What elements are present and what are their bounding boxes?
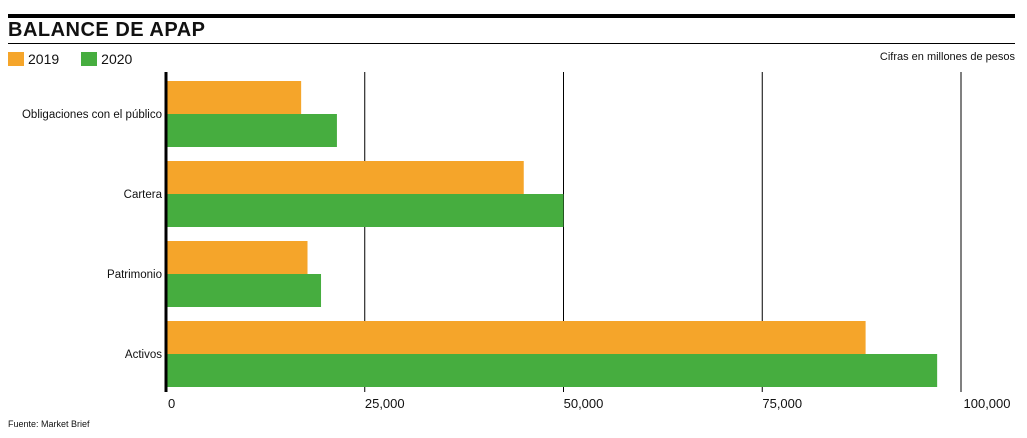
tick-label-75000: 75,000 [762, 396, 802, 411]
legend-swatch-2020 [81, 52, 98, 66]
category-label-0: Obligaciones con el público [22, 109, 162, 121]
bar-2020-2 [166, 274, 322, 307]
title-rule [8, 43, 1015, 44]
tick-label-50000: 50,000 [564, 396, 604, 411]
category-label-3: Activos [125, 349, 162, 361]
tick-label-25000: 25,000 [365, 396, 405, 411]
category-label-2: Patrimonio [107, 269, 162, 281]
top-rule [8, 14, 1015, 18]
bar-2020-3 [166, 354, 938, 387]
chart-title: BALANCE DE APAP [8, 19, 206, 41]
legend: 2019 2020 [8, 51, 132, 67]
bar-2019-0 [166, 81, 302, 114]
bar-2019-2 [166, 241, 308, 274]
bar-2019-1 [166, 161, 524, 194]
bar-2020-0 [166, 114, 337, 147]
legend-item-2019: 2019 [8, 51, 59, 67]
bar-2020-1 [166, 194, 564, 227]
legend-label-2019: 2019 [28, 51, 60, 67]
legend-item-2020: 2020 [81, 51, 132, 67]
source-note: Fuente: Market Brief [8, 419, 90, 429]
tick-label-0: 0 [168, 396, 175, 411]
bar-2019-3 [166, 321, 866, 354]
legend-label-2020: 2020 [101, 51, 133, 67]
units-note: Cifras en millones de pesos [879, 51, 1015, 63]
legend-swatch-2019 [8, 52, 24, 66]
category-label-1: Cartera [124, 189, 163, 201]
tick-label-100000: 100,000 [964, 396, 1011, 411]
